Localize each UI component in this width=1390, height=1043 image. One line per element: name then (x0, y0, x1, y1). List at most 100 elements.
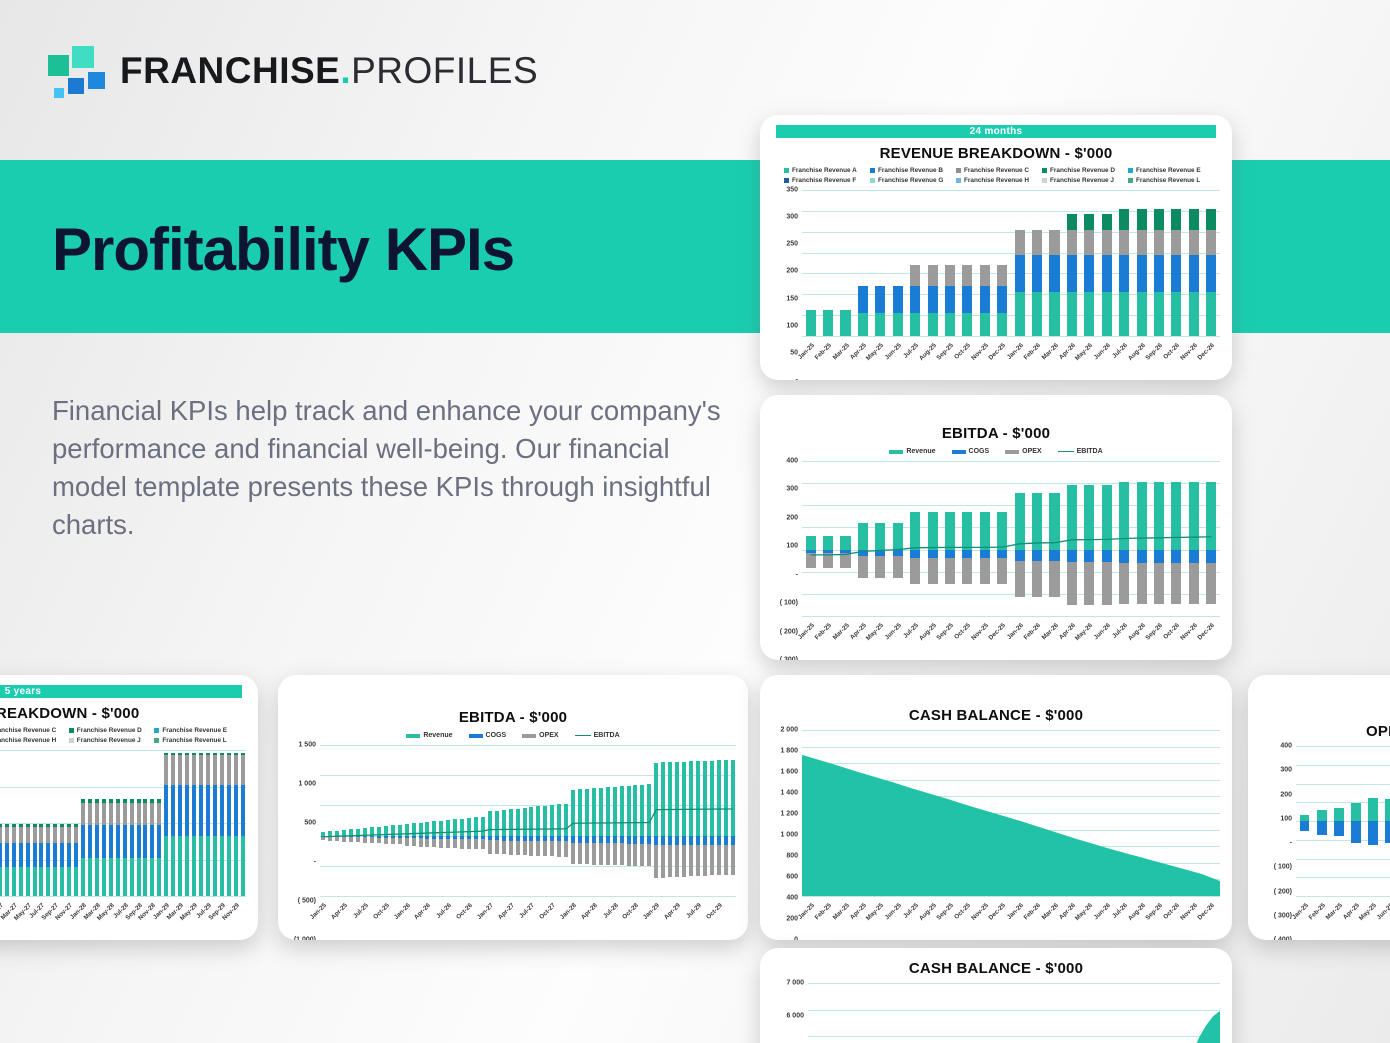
bar-segment (1206, 292, 1217, 336)
x-tick-label: Oct-26 (1162, 622, 1182, 641)
legend-item: Revenue (406, 732, 453, 739)
chart-overlay (0, 750, 246, 896)
bar-segment (944, 313, 956, 336)
bar-column (722, 745, 729, 896)
bar-segment (60, 823, 65, 827)
bar-segment (32, 866, 37, 896)
bar-segment (487, 840, 492, 854)
bar-segment (1032, 493, 1043, 550)
bar-segment (425, 835, 430, 839)
bar-segment (730, 759, 735, 836)
bar-column (646, 745, 653, 896)
bar-segment (591, 835, 596, 844)
y-tick-label: ( 300) (779, 656, 798, 661)
bar-segment (198, 755, 203, 785)
bar-segment (129, 799, 134, 803)
chart-title: OPE (1366, 723, 1390, 740)
bar-segment (226, 755, 231, 785)
legend-swatch (1128, 168, 1133, 173)
bar-segment (164, 835, 169, 896)
logo-square-lightblue (54, 88, 64, 98)
y-tick-label: 400 (786, 457, 798, 465)
chart-legend: Revenue COGS OPEX EBITDA (278, 732, 748, 739)
x-tick-label: May-26 (1074, 902, 1095, 923)
bar-segment (460, 818, 465, 836)
y-axis: 400 300 200 100 - ( 100) ( 200) ( 300) ( 400) (1256, 743, 1296, 941)
gridline (0, 786, 246, 788)
bar-segment (4, 826, 9, 844)
legend-swatch (956, 168, 961, 173)
bar-segment (363, 835, 368, 838)
bar-segment (675, 844, 680, 877)
gridline (802, 730, 1220, 731)
y-tick-label: - (795, 571, 798, 579)
bar-segment (205, 835, 210, 896)
bar-segment (136, 802, 141, 825)
y-tick-label: 1 500 (298, 741, 316, 749)
x-tick-label: Jan-26 (1005, 902, 1025, 922)
bar-segment (626, 843, 631, 866)
bar-segment (376, 837, 381, 844)
chart-overlay (320, 745, 736, 896)
bar-segment (979, 285, 990, 314)
x-tick-label: Oct-26 (1162, 902, 1182, 921)
bar-column (907, 190, 924, 336)
bar-segment (4, 866, 9, 896)
legend-swatch (468, 733, 483, 738)
bar-segment (550, 804, 555, 836)
bar-segment (1084, 562, 1095, 605)
bar-segment (1316, 810, 1327, 821)
legend-item: Franchise Revenue J (68, 737, 149, 744)
bar-segment (390, 825, 395, 836)
bar-segment (564, 841, 569, 858)
y-tick-label: 1 600 (780, 768, 798, 776)
x-tick-label: Mar-25 (831, 342, 851, 362)
bar-segment (473, 817, 478, 836)
bar-segment (178, 755, 183, 785)
x-tick-label: Jan-27 (475, 902, 495, 922)
bar-column (681, 745, 688, 896)
bar-column (1133, 190, 1150, 336)
bar-segment (910, 549, 921, 558)
bar-column (924, 190, 941, 336)
bar-segment (446, 820, 451, 836)
bar-segment (1136, 562, 1147, 605)
gridline (1296, 896, 1390, 897)
y-tick-label: ( 200) (1273, 888, 1292, 895)
bar-segment (1066, 549, 1077, 563)
bar-segment (60, 843, 65, 867)
bar-segment (363, 827, 368, 836)
x-tick-label: Jul-28 (601, 902, 620, 920)
y-tick-label: 200 (786, 915, 798, 923)
bar-column (507, 745, 514, 896)
area-series (1196, 1010, 1220, 1043)
legend-label: EBITDA (1076, 448, 1103, 455)
bar-segment (418, 838, 423, 847)
bar-segment (515, 808, 520, 836)
bar-segment (577, 842, 582, 865)
bar-segment (522, 835, 527, 841)
bar-segment (240, 784, 245, 836)
chart-area: Jan-25Mar-25May-25Jul-25Sep-25Nov-25Jan-… (0, 750, 246, 940)
x-tick-label: Nov-26 (1179, 342, 1199, 362)
bar-segment (654, 835, 659, 845)
bar-column (1150, 190, 1167, 336)
bar-segment (328, 836, 333, 841)
bar-segment (164, 752, 169, 756)
bar-column (348, 745, 355, 896)
bar-segment (962, 557, 973, 584)
bar-segment (529, 835, 534, 841)
x-tick-label: Jun-26 (1092, 342, 1112, 362)
x-tick-label: Dec-26 (1196, 342, 1217, 362)
bar-segment (1032, 292, 1043, 336)
bar-column (1081, 190, 1098, 336)
bar-segment (94, 857, 99, 896)
bar-segment (716, 760, 721, 836)
bar-segment (501, 835, 506, 841)
bar-column (729, 745, 736, 896)
bar-column (590, 745, 597, 896)
x-tick-label: Dec-25 (987, 622, 1008, 642)
bar-segment (94, 799, 99, 803)
chart-area: 350 300 250 200 150 100 50 - Jan-25 Feb-25 Mar-25… (768, 187, 1220, 380)
